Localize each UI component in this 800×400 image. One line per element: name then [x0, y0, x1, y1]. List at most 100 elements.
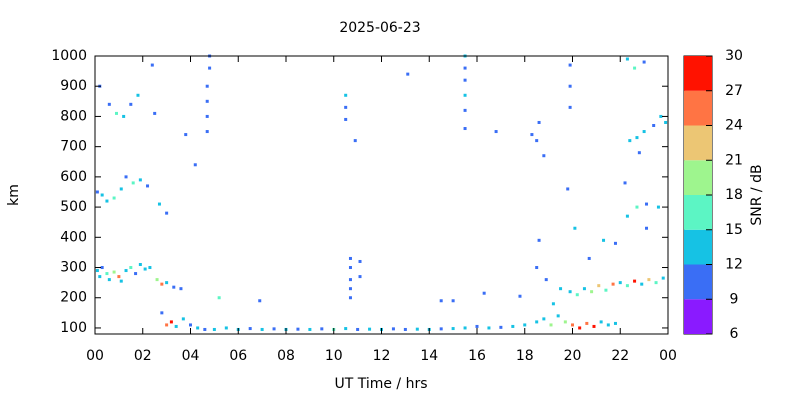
- point: [637, 151, 641, 155]
- point: [585, 321, 589, 325]
- point: [112, 196, 116, 200]
- point: [124, 175, 128, 179]
- point: [308, 327, 312, 331]
- point: [537, 120, 541, 124]
- point: [645, 226, 649, 230]
- y-tick-label: 1000: [51, 48, 87, 64]
- point: [487, 326, 491, 330]
- point: [179, 287, 183, 291]
- point: [656, 205, 660, 209]
- y-tick-label: 700: [60, 139, 87, 155]
- point: [95, 190, 99, 194]
- point: [95, 269, 99, 273]
- point: [391, 327, 395, 331]
- point: [169, 320, 173, 324]
- colorbar-swatch: [684, 56, 712, 91]
- point: [645, 202, 649, 206]
- point: [542, 317, 546, 321]
- point: [196, 326, 200, 330]
- point: [578, 326, 582, 330]
- point: [224, 326, 228, 330]
- point: [205, 84, 209, 88]
- point: [544, 278, 548, 282]
- point: [205, 130, 209, 134]
- point: [463, 93, 467, 97]
- point: [217, 296, 221, 300]
- point: [348, 296, 352, 300]
- colorbar-swatch: [684, 125, 712, 161]
- point: [348, 256, 352, 260]
- point: [114, 111, 118, 115]
- point: [551, 302, 555, 306]
- point: [148, 266, 152, 270]
- point: [160, 311, 164, 315]
- point: [625, 284, 629, 288]
- point: [549, 323, 553, 327]
- point: [523, 323, 527, 327]
- point: [134, 272, 138, 276]
- point: [642, 130, 646, 134]
- point: [406, 72, 410, 76]
- x-tick-label: 16: [468, 348, 486, 364]
- point: [344, 327, 348, 331]
- point: [587, 256, 591, 260]
- colorbar-swatch: [684, 229, 712, 265]
- point: [566, 187, 570, 191]
- point: [403, 327, 407, 331]
- point: [272, 327, 276, 331]
- x-tick-label: 20: [564, 348, 582, 364]
- y-tick-label: 300: [60, 260, 87, 276]
- point: [451, 327, 455, 331]
- point: [640, 282, 644, 286]
- point: [439, 327, 443, 331]
- y-tick-label: 100: [60, 320, 87, 336]
- point: [642, 60, 646, 64]
- point: [511, 324, 515, 328]
- point: [344, 93, 348, 97]
- point: [212, 327, 216, 331]
- point: [659, 114, 663, 118]
- point: [184, 133, 188, 137]
- point: [160, 282, 164, 286]
- point: [606, 323, 610, 327]
- point: [664, 120, 668, 124]
- point: [117, 275, 121, 279]
- point: [625, 57, 629, 61]
- point: [568, 84, 572, 88]
- point: [248, 327, 252, 331]
- point: [654, 281, 658, 285]
- colorbar-tick-label: 15: [725, 222, 743, 238]
- point: [358, 275, 362, 279]
- point: [582, 287, 586, 291]
- point: [542, 154, 546, 158]
- point: [415, 327, 419, 331]
- y-tick-label: 600: [60, 169, 87, 185]
- point: [122, 114, 126, 118]
- point: [628, 139, 632, 143]
- point: [625, 214, 629, 218]
- point: [205, 99, 209, 103]
- point: [613, 321, 617, 325]
- point: [475, 324, 479, 328]
- y-tick-label: 900: [60, 78, 87, 94]
- point: [348, 278, 352, 282]
- point: [463, 127, 467, 131]
- y-tick-label: 400: [60, 229, 87, 245]
- point: [119, 279, 123, 283]
- point: [344, 117, 348, 121]
- point: [129, 266, 133, 270]
- colorbar-tick-label: 24: [725, 118, 743, 134]
- point: [136, 93, 140, 97]
- point: [599, 320, 603, 324]
- point: [165, 211, 169, 215]
- x-tick-label: 10: [325, 348, 343, 364]
- plot-frame: [94, 55, 669, 335]
- point: [356, 327, 360, 331]
- x-tick-label: 22: [611, 348, 629, 364]
- point: [107, 102, 111, 106]
- point: [463, 108, 467, 112]
- point: [348, 287, 352, 291]
- point: [535, 266, 539, 270]
- point: [189, 323, 192, 327]
- point: [633, 66, 637, 70]
